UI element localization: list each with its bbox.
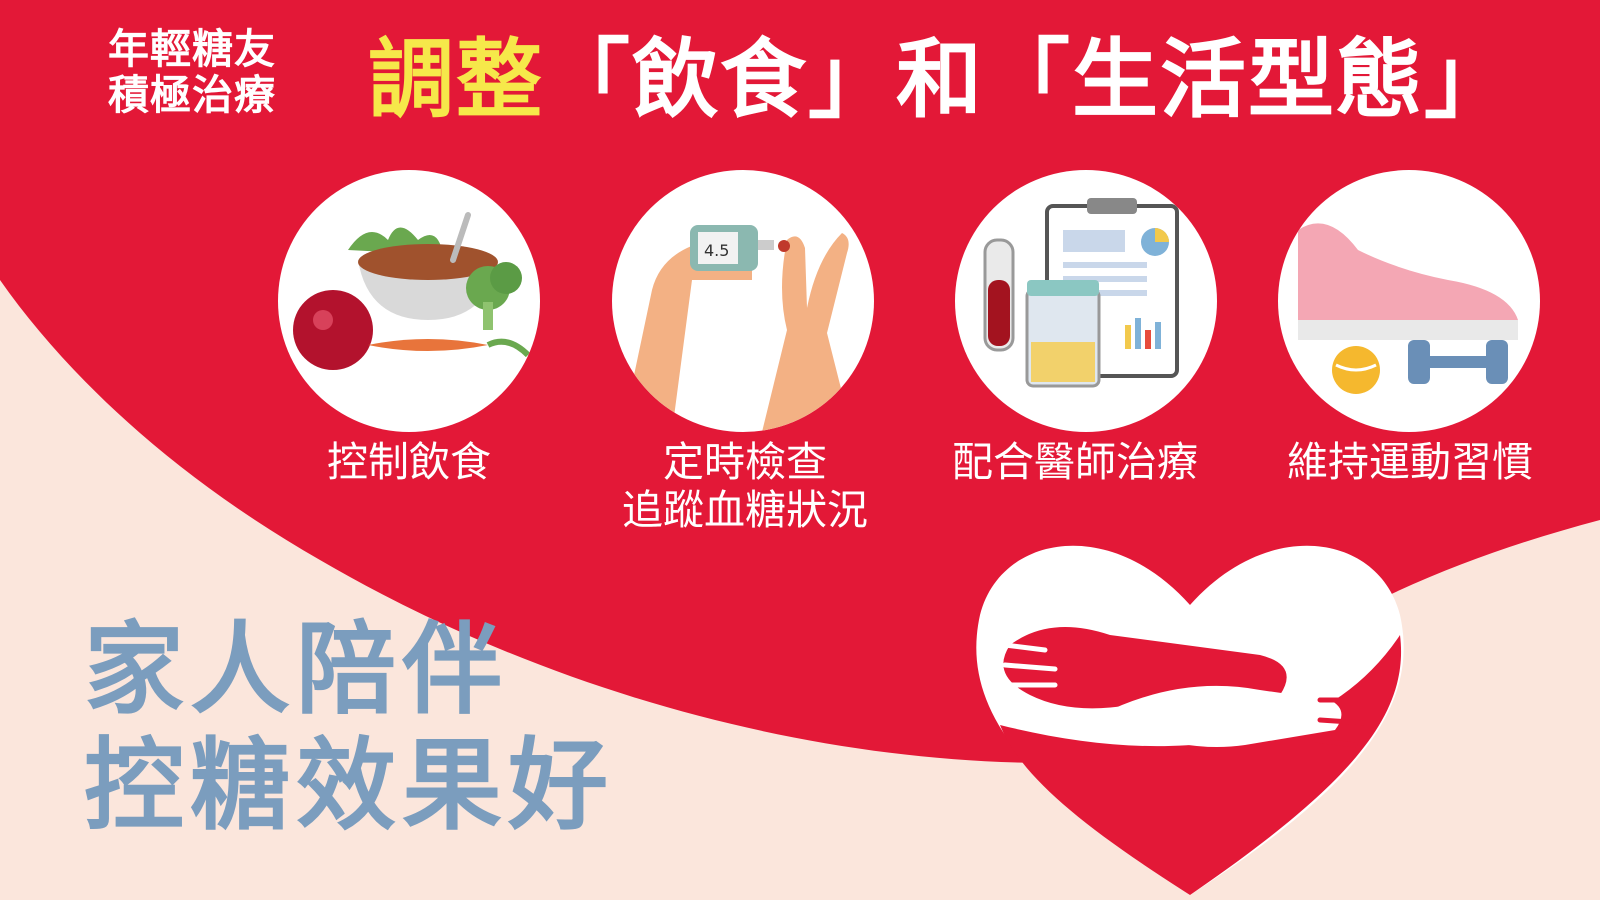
heart-hug-icon (976, 545, 1404, 895)
item-label-diet-line1: 控制飲食 (327, 438, 491, 486)
medical-report-icon (955, 170, 1217, 432)
item-label-checkup: 定時檢查 追蹤血糖狀況 (560, 438, 930, 534)
headline-rest: 「飲食」和「生活型態」 (544, 30, 1512, 130)
sneaker-icon (1278, 170, 1540, 432)
header-prefix-line2: 積極治療 (108, 71, 276, 119)
item-label-exercise-line1: 維持運動習慣 (1287, 438, 1533, 486)
headline: 調整「飲食」和「生活型態」 (368, 30, 1512, 130)
item-label-checkup-line1: 定時檢查 (663, 438, 827, 486)
header-prefix: 年輕糖友 積極治療 (108, 26, 276, 118)
item-label-doctor: 配合醫師治療 (925, 438, 1225, 486)
family-support-line1: 家人陪伴 (84, 611, 508, 728)
glucose-meter-icon: 4.5 (612, 170, 874, 432)
header-prefix-line1: 年輕糖友 (108, 25, 276, 73)
family-support-text: 家人陪伴 控糖效果好 (84, 612, 614, 844)
item-label-checkup-line2: 追蹤血糖狀況 (622, 486, 868, 534)
family-support-line2: 控糖效果好 (84, 727, 614, 844)
headline-highlight: 調整 (368, 30, 544, 130)
svg-text:4.5: 4.5 (704, 241, 729, 260)
item-label-diet: 控制飲食 (278, 438, 540, 486)
food-icon (278, 170, 540, 432)
item-label-doctor-line1: 配合醫師治療 (952, 438, 1198, 486)
item-label-exercise: 維持運動習慣 (1260, 438, 1560, 486)
